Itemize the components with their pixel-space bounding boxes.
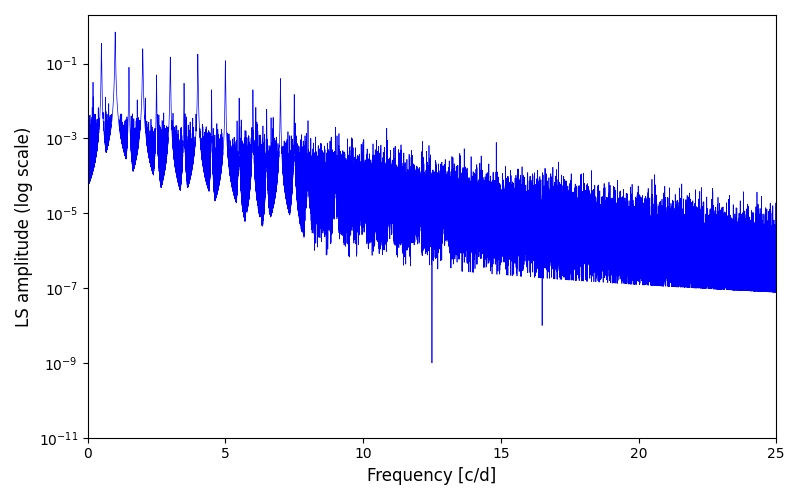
X-axis label: Frequency [c/d]: Frequency [c/d] (367, 467, 497, 485)
Y-axis label: LS amplitude (log scale): LS amplitude (log scale) (15, 126, 33, 326)
